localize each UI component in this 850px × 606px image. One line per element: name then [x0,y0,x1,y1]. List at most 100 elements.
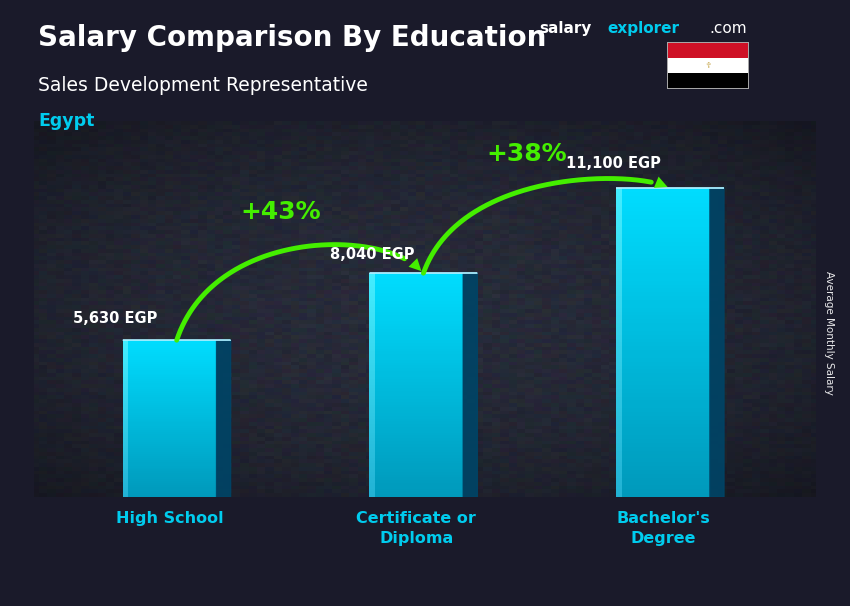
Text: 8,040 EGP: 8,040 EGP [330,247,414,262]
Bar [616,342,710,346]
Bar [122,411,217,413]
Bar [370,430,375,433]
Bar [122,448,217,450]
Bar [370,301,463,304]
Bar [122,340,128,342]
Bar [616,466,710,470]
Bar [616,381,622,385]
Bar [122,427,217,428]
Bar [616,269,622,273]
Bar [370,480,375,483]
Bar [616,277,622,281]
Bar [122,371,217,373]
Bar [616,311,710,316]
Bar [370,391,375,393]
Bar [122,389,217,391]
Bar [370,341,375,343]
Bar [122,435,128,436]
Bar [370,379,375,382]
Bar [122,419,128,421]
Bar [370,494,463,497]
Bar [122,438,217,440]
Bar [616,454,710,458]
Bar [122,362,217,364]
Text: Average Monthly Salary: Average Monthly Salary [824,271,834,395]
Text: +43%: +43% [240,200,320,224]
Bar [122,370,128,371]
Polygon shape [217,340,230,497]
Bar [616,408,710,412]
Bar [616,250,622,254]
Bar [122,495,128,497]
Bar [122,385,217,387]
Bar [122,483,128,485]
Bar [616,412,622,416]
Bar [122,342,217,344]
Bar [616,346,710,350]
Bar [616,393,710,396]
Bar [616,254,710,258]
Bar [616,227,710,230]
Bar [616,462,710,466]
Bar [370,304,463,307]
Bar [616,188,622,192]
Bar [370,312,463,315]
Bar [370,368,463,371]
Bar [122,430,128,432]
Bar [370,471,463,474]
Bar [370,377,463,379]
Bar [616,273,710,277]
Bar [616,269,710,273]
Bar [370,362,463,365]
Bar [122,413,217,415]
Bar [122,468,128,470]
Text: Sales Development Representative: Sales Development Representative [38,76,368,95]
Bar [122,399,217,401]
Bar [370,444,375,447]
Bar [370,315,463,318]
Bar [122,489,128,491]
Bar [122,421,217,422]
Bar [122,373,128,376]
Bar [370,284,375,287]
Bar [667,58,748,73]
Bar [122,450,217,452]
Bar [122,475,217,478]
Bar [616,439,622,443]
Bar [370,298,375,301]
Bar [122,478,217,479]
Bar [616,412,710,416]
Bar [370,469,463,471]
Bar [122,371,128,373]
Bar [370,374,463,377]
Bar [122,364,217,365]
Bar [616,474,710,478]
Bar [370,362,375,365]
Bar [616,470,710,474]
Bar [370,273,375,276]
Bar [122,407,217,409]
Bar [370,365,463,368]
Bar [616,427,710,431]
Bar [370,310,463,312]
Bar [370,474,375,478]
Bar [122,401,128,403]
Bar [616,281,622,285]
Bar [616,365,710,370]
Bar [616,230,622,235]
Bar [370,435,463,438]
Bar [370,494,375,497]
Bar [122,395,217,397]
Bar [616,389,710,393]
Bar [370,393,463,396]
Bar [370,315,375,318]
Bar [122,435,217,436]
Bar [370,332,375,335]
Bar [122,365,128,368]
Bar [122,444,217,446]
Bar [122,422,128,424]
Bar [370,310,375,312]
Bar [616,346,622,350]
Bar [122,471,217,473]
Bar [122,452,217,454]
